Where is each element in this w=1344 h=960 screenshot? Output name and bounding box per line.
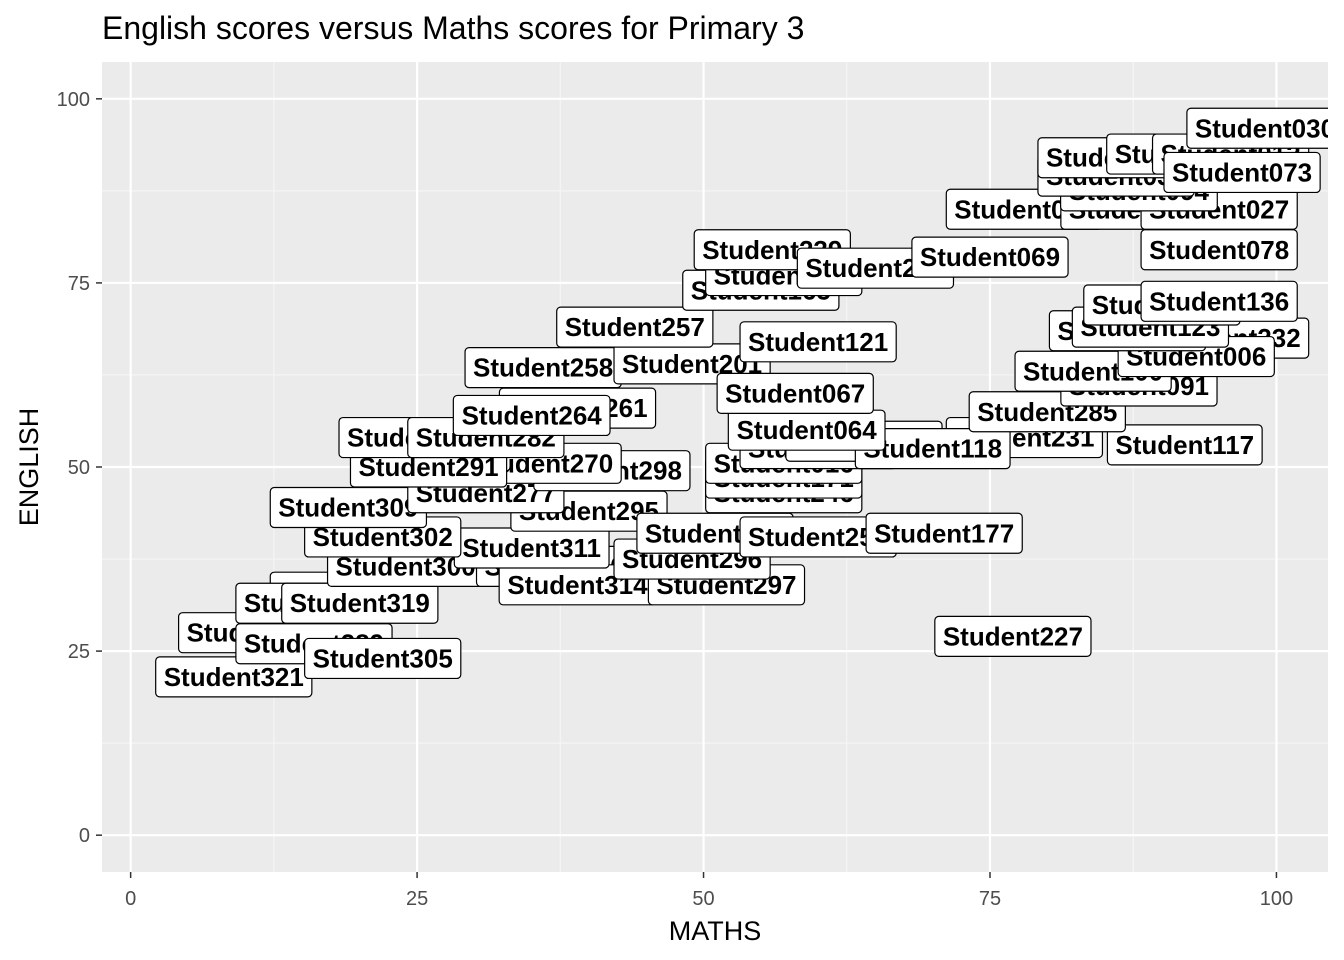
x-tick-label: 75 — [979, 888, 1001, 910]
point-label-text: Student321 — [164, 662, 304, 692]
point-label: Student073 — [1163, 151, 1321, 194]
point-label: Student257 — [556, 306, 714, 348]
point-label-text: Student030 — [1195, 113, 1335, 143]
point-label: Student311 — [453, 527, 610, 569]
y-tick-label: 75 — [68, 273, 90, 295]
point-label-text: Student117 — [1115, 430, 1254, 460]
point-label-text: Student067 — [725, 378, 865, 408]
point-label: Student064 — [727, 409, 886, 451]
x-axis-title: MATHS — [669, 916, 762, 946]
point-label-text: Student136 — [1149, 286, 1289, 316]
x-tick-label: 0 — [125, 888, 136, 910]
x-tick-label: 100 — [1260, 888, 1293, 910]
chart-title: English scores versus Maths scores for P… — [102, 10, 805, 46]
point-label-text: Student264 — [462, 400, 603, 430]
point-label-text: Student073 — [1172, 157, 1312, 187]
point-label-box — [452, 394, 611, 437]
point-label: Student321 — [155, 656, 313, 698]
point-label: Student264 — [452, 394, 611, 437]
point-label-text: Student177 — [874, 518, 1014, 548]
point-label: Student118 — [854, 427, 1011, 470]
x-tick-label: 25 — [406, 888, 428, 910]
axes: 0 25 50 75 100 0 25 50 75 100 — [57, 89, 1294, 910]
y-tick-label: 0 — [79, 825, 90, 847]
point-label: Student117 — [1106, 424, 1263, 466]
point-label-text: Student118 — [863, 434, 1002, 464]
point-label-box — [304, 637, 462, 680]
point-label: Student078 — [1140, 229, 1298, 271]
point-label: Student259 — [739, 516, 897, 558]
point-label-box — [911, 236, 1069, 278]
point-labels: Student321Student318Student289Student305… — [155, 107, 1335, 698]
point-label-box — [1140, 280, 1298, 322]
point-label-box — [739, 321, 897, 363]
point-label-text: Student319 — [290, 588, 430, 618]
point-label-box — [1186, 107, 1328, 149]
point-label: Student067 — [716, 372, 874, 414]
point-label-box — [556, 306, 714, 348]
point-label-box — [716, 372, 874, 414]
point-label: Student305 — [304, 637, 462, 680]
point-label-text: Student069 — [920, 242, 1060, 272]
y-tick-label: 50 — [68, 457, 90, 479]
point-label: Student258 — [464, 346, 622, 389]
point-label-text: Student311 — [462, 533, 601, 563]
point-label-text: Student305 — [313, 643, 453, 673]
point-label: Student121 — [739, 321, 897, 363]
point-label-box — [934, 615, 1092, 657]
point-label: Student136 — [1140, 280, 1298, 322]
point-label-box — [1106, 424, 1263, 466]
point-label-text: Student227 — [943, 621, 1083, 651]
point-label-box — [865, 512, 1023, 554]
point-label: Student309 — [269, 486, 428, 529]
point-label: Student177 — [865, 512, 1023, 554]
point-label-text: Student078 — [1149, 235, 1289, 265]
y-tick-label: 25 — [68, 641, 90, 663]
y-tick-label: 100 — [57, 89, 90, 111]
point-label-text: Student257 — [565, 312, 705, 342]
point-label: Student030 — [1186, 107, 1335, 149]
point-label-text: Student258 — [473, 353, 613, 383]
point-label-text: Student259 — [748, 522, 888, 552]
point-label: Student319 — [281, 582, 439, 624]
y-axis-title: ENGLISH — [14, 408, 44, 527]
point-label-text: Student121 — [748, 327, 888, 357]
point-label: Student227 — [934, 615, 1092, 657]
point-label-text: Student309 — [278, 493, 418, 523]
point-label: Student069 — [911, 236, 1069, 278]
point-label-box — [1163, 151, 1321, 194]
x-tick-label: 50 — [692, 888, 714, 910]
point-label-text: Student064 — [737, 415, 878, 445]
